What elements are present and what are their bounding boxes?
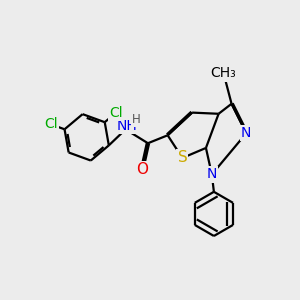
Text: Cl: Cl — [109, 106, 123, 120]
Text: CH₃: CH₃ — [211, 66, 236, 80]
Text: N: N — [241, 126, 251, 140]
Text: N: N — [207, 167, 217, 182]
Text: O: O — [136, 162, 148, 177]
Text: NH: NH — [117, 119, 137, 133]
Text: S: S — [178, 150, 187, 165]
Text: H: H — [131, 112, 140, 126]
Text: Cl: Cl — [44, 117, 58, 131]
